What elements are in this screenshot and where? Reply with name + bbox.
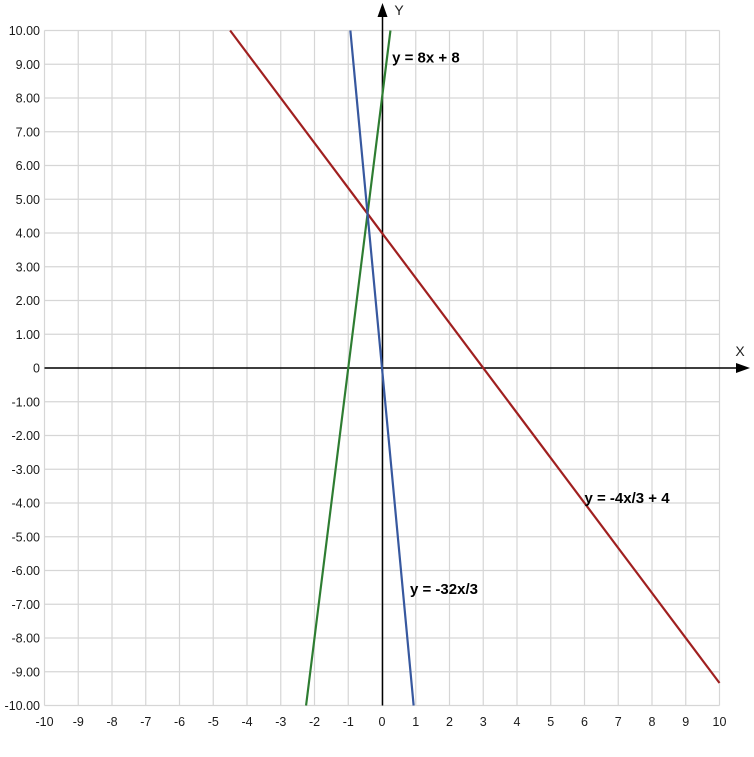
series-line-2 <box>349 30 415 706</box>
x-tick-label: -10 <box>35 715 53 729</box>
series-lines <box>229 29 721 706</box>
axes <box>44 3 750 706</box>
equation-label-line3: y = -32x/3 <box>410 581 478 598</box>
y-tick-label: 1.00 <box>16 328 40 342</box>
y-tick-label: 9.00 <box>16 58 40 72</box>
y-tick-label: 7.00 <box>16 125 40 139</box>
y-tick-label: 3.00 <box>16 260 40 274</box>
x-tick-label: -9 <box>73 715 84 729</box>
x-tick-label: 4 <box>514 715 521 729</box>
y-tick-label: 8.00 <box>16 92 40 106</box>
y-tick-label: -4.00 <box>12 497 41 511</box>
x-tick-label: 2 <box>446 715 453 729</box>
y-tick-label: -1.00 <box>12 395 41 409</box>
y-tick-label: -2.00 <box>12 429 41 443</box>
x-tick-label: 9 <box>682 715 689 729</box>
x-tick-label: 6 <box>581 715 588 729</box>
equation-label-line2: y = -4x/3 + 4 <box>585 490 671 507</box>
x-axis-arrowhead <box>736 363 750 373</box>
y-axis-arrowhead <box>377 3 388 17</box>
y-tick-label: -8.00 <box>12 632 41 646</box>
y-tick-label: 5.00 <box>16 193 40 207</box>
x-tick-label: 1 <box>412 715 419 729</box>
series-line-1 <box>229 29 721 684</box>
x-tick-label: -2 <box>309 715 320 729</box>
y-tick-label: 4.00 <box>16 227 40 241</box>
x-tick-label: -8 <box>106 715 117 729</box>
x-tick-label: -5 <box>208 715 219 729</box>
x-tick-label: -4 <box>241 715 252 729</box>
x-tick-label: 8 <box>649 715 656 729</box>
y-tick-label: 0 <box>33 362 40 376</box>
series-line-0 <box>304 30 392 706</box>
x-tick-label: 10 <box>713 715 727 729</box>
axis-letter-labels: X Y <box>394 2 745 359</box>
tick-labels: -10 -9 -8 -7 -6 -5 -4 -3 -2 -1 0 1 2 3 4 5 6 7 8 9 1010.009.… <box>5 24 727 729</box>
equation-label-line1: y = 8x + 8 <box>392 50 460 67</box>
x-tick-label: -6 <box>174 715 185 729</box>
x-tick-label: -1 <box>343 715 354 729</box>
x-tick-label: -3 <box>275 715 286 729</box>
y-axis-label: Y <box>394 2 404 18</box>
y-tick-label: 6.00 <box>16 159 40 173</box>
y-tick-label: -6.00 <box>12 564 41 578</box>
x-tick-label: -7 <box>140 715 151 729</box>
x-tick-label: 5 <box>547 715 554 729</box>
x-axis-label: X <box>735 343 745 359</box>
y-tick-label: -9.00 <box>12 665 41 679</box>
y-tick-label: -7.00 <box>12 598 41 612</box>
y-tick-label: -10.00 <box>5 699 40 713</box>
x-tick-label: 0 <box>379 715 386 729</box>
x-tick-label: 3 <box>480 715 487 729</box>
y-tick-label: 10.00 <box>9 24 40 38</box>
chart-generated-layer: -10 -9 -8 -7 -6 -5 -4 -3 -2 -1 0 1 2 3 4 5 6 7 8 9 1010.009.… <box>5 3 750 729</box>
y-tick-label: -5.00 <box>12 530 41 544</box>
y-tick-label: -3.00 <box>12 463 41 477</box>
equation-labels: y = 8x + 8 y = -4x/3 + 4 y = -32x/3 <box>392 50 670 599</box>
y-tick-label: 2.00 <box>16 294 40 308</box>
x-tick-label: 7 <box>615 715 622 729</box>
